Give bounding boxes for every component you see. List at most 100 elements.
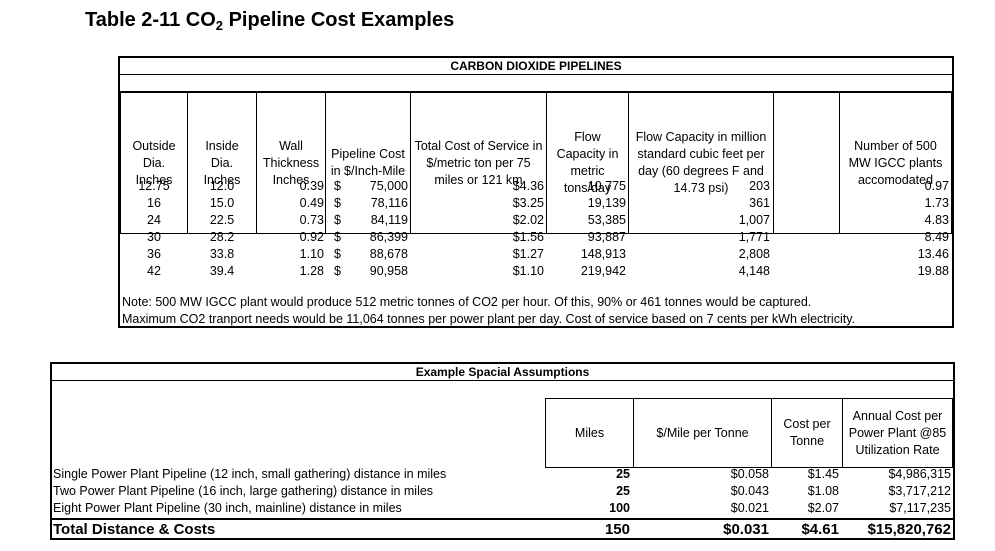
pipeline-cell-plants: 13.46 — [917, 247, 949, 261]
assumption-cell-per-tonne: $2.07 — [807, 501, 839, 515]
pipeline-row: 42 39.4 1.28 $90,958 $1.10 219,942 4,148 19.88 — [120, 263, 952, 280]
header-per-mile-text: $/Mile per Tonne — [656, 425, 749, 440]
pipeline-cell-service: $1.10 — [512, 264, 544, 278]
header-flow-capacity-mmscf: Flow Capacity in million standard cubic … — [628, 92, 774, 234]
title-subscript: 2 — [215, 18, 224, 33]
total-label: Total Distance & Costs — [53, 521, 216, 538]
assumption-row: Two Power Plant Pipeline (16 inch, large… — [52, 483, 953, 500]
pipeline-cell-inside: 12.0 — [209, 179, 235, 193]
pipeline-cell-outside: 16 — [147, 196, 161, 210]
pipeline-cell-plants: 4.83 — [924, 213, 949, 227]
total-annual: $15,820,762 — [867, 521, 951, 538]
assumption-cell-label: Eight Power Plant Pipeline (30 inch, mai… — [53, 501, 402, 515]
pipeline-cell-flowcf: 1,007 — [738, 213, 770, 227]
pipeline-cell-cost: 88,678 — [369, 247, 408, 261]
header-plants-accommodated: Number of 500 MW IGCC plants accomodated — [839, 92, 952, 234]
totals-row: Total Distance & Costs 150 $0.031 $4.61 … — [52, 518, 953, 540]
pipeline-cell-cost: 90,958 — [369, 264, 408, 278]
pipeline-cell-dollar: $ — [334, 213, 341, 227]
total-per-mile: $0.031 — [723, 521, 769, 538]
pipeline-cell-plants: 8.49 — [924, 230, 949, 244]
pipeline-row: 16 15.0 0.49 $78,116 $3.25 19,139 361 1.73 — [120, 195, 952, 212]
pipeline-cell-dollar: $ — [334, 247, 341, 261]
pipeline-cell-dollar: $ — [334, 196, 341, 210]
assumptions-caption: Example Spacial Assumptions — [52, 364, 953, 381]
pipeline-cell-flow: 19,139 — [587, 196, 626, 210]
assumption-cell-per-tonne: $1.08 — [807, 484, 839, 498]
pipeline-cell-cost: 86,399 — [369, 230, 408, 244]
pipeline-cell-flowcf: 203 — [749, 179, 770, 193]
assumption-cell-miles: 100 — [609, 501, 630, 515]
header-wall-thickness-text: Wall Thickness Inches — [262, 138, 320, 187]
pipeline-row: 12.75 12.0 0.39 $75,000 $4.36 10,775 203 0.97 — [120, 178, 952, 195]
header-miles-text: Miles — [574, 425, 605, 440]
pipeline-cell-wall: 0.49 — [299, 196, 324, 210]
pipeline-cell-flow: 53,385 — [587, 213, 626, 227]
header-miles: Miles — [545, 398, 634, 468]
pipeline-row: 30 28.2 0.92 $86,399 $1.56 93,887 1,771 8.49 — [120, 229, 952, 246]
pipeline-cell-plants: 0.97 — [924, 179, 949, 193]
pipeline-cell-dollar: $ — [334, 264, 341, 278]
pipeline-cell-inside: 15.0 — [209, 196, 235, 210]
pipeline-cell-flowcf: 361 — [749, 196, 770, 210]
pipelines-spacer-row — [120, 75, 952, 92]
pipeline-cell-outside: 30 — [147, 230, 161, 244]
total-miles: 150 — [604, 521, 630, 538]
pipelines-table: CARBON DIOXIDE PIPELINES Outside Dia. In… — [118, 56, 954, 328]
header-pipeline-cost-text: Pipeline Cost in $/Inch-Mile — [330, 147, 406, 178]
header-cost-per-tonne: Cost per Tonne — [771, 398, 843, 468]
header-annual-cost: Annual Cost per Power Plant @85 Utilizat… — [842, 398, 953, 468]
pipeline-row: 36 33.8 1.10 $88,678 $1.27 148,913 2,808 13.46 — [120, 246, 952, 263]
pipeline-cell-inside: 39.4 — [209, 264, 235, 278]
assumption-cell-per-mile: $0.043 — [730, 484, 769, 498]
header-outside-dia-text: Outside Dia. Inches — [132, 138, 176, 187]
assumption-cell-label: Two Power Plant Pipeline (16 inch, large… — [53, 484, 434, 498]
pipeline-cell-outside: 12.75 — [138, 179, 170, 193]
pipeline-cell-outside: 36 — [147, 247, 161, 261]
assumption-cell-per-tonne: $1.45 — [807, 467, 839, 481]
header-service-cost-text: Total Cost of Service in $/metric ton pe… — [414, 138, 543, 187]
pipeline-cell-service: $4.36 — [512, 179, 544, 193]
pipeline-cell-wall: 1.10 — [299, 247, 324, 261]
header-service-cost: Total Cost of Service in $/metric ton pe… — [410, 92, 547, 234]
header-plants-accommodated-text: Number of 500 MW IGCC plants accomodated — [848, 138, 943, 187]
pipeline-cell-dollar: $ — [334, 230, 341, 244]
header-cost-per-tonne-text: Cost per Tonne — [783, 417, 831, 448]
assumptions-table: Example Spacial Assumptions Miles $/Mile… — [50, 362, 955, 540]
pipeline-cell-flow: 93,887 — [587, 230, 626, 244]
pipeline-cell-cost: 84,119 — [370, 213, 408, 227]
note-line-2: Maximum CO2 tranport needs would be 11,0… — [122, 312, 856, 326]
assumption-row: Single Power Plant Pipeline (12 inch, sm… — [52, 466, 953, 483]
page-title: Table 2-11 CO2 Pipeline Cost Examples — [85, 9, 454, 33]
assumption-cell-label: Single Power Plant Pipeline (12 inch, sm… — [53, 467, 447, 481]
pipeline-row: 24 22.5 0.73 $84,119 $2.02 53,385 1,007 4.83 — [120, 212, 952, 229]
header-inside-dia: Inside Dia. Inches — [187, 92, 257, 234]
pipeline-cell-inside: 28.2 — [209, 230, 235, 244]
pipeline-cell-cost: 78,116 — [370, 196, 408, 210]
assumption-cell-annual: $3,717,212 — [888, 484, 951, 498]
pipeline-cell-flowcf: 2,808 — [738, 247, 770, 261]
pipeline-cell-service: $2.02 — [512, 213, 544, 227]
pipeline-cell-flowcf: 4,148 — [738, 264, 770, 278]
header-annual-cost-text: Annual Cost per Power Plant @85 Utilizat… — [848, 408, 947, 457]
pipelines-caption: CARBON DIOXIDE PIPELINES — [120, 58, 952, 75]
pipeline-cell-flow: 219,942 — [580, 264, 626, 278]
total-per-tonne: $4.61 — [801, 521, 839, 538]
pipeline-cell-outside: 24 — [147, 213, 161, 227]
header-inside-dia-text: Inside Dia. Inches — [203, 138, 241, 187]
title-suffix: Pipeline Cost Examples — [223, 9, 455, 31]
pipeline-cell-plants: 19.88 — [917, 264, 949, 278]
pipeline-cell-inside: 33.8 — [209, 247, 235, 261]
header-per-mile: $/Mile per Tonne — [633, 398, 772, 468]
header-flow-capacity-text: Flow Capacity in metric tons/day — [556, 130, 619, 195]
assumption-cell-per-mile: $0.058 — [730, 467, 769, 481]
pipeline-cell-service: $3.25 — [512, 196, 544, 210]
assumption-cell-per-mile: $0.021 — [730, 501, 769, 515]
pipeline-cell-flow: 10,775 — [587, 179, 626, 193]
pipeline-cell-wall: 1.28 — [299, 264, 324, 278]
assumption-cell-miles: 25 — [616, 484, 630, 498]
pipeline-cell-dollar: $ — [334, 179, 341, 193]
pipeline-cell-outside: 42 — [147, 264, 161, 278]
assumption-cell-miles: 25 — [616, 467, 630, 481]
pipeline-cell-plants: 1.73 — [924, 196, 949, 210]
